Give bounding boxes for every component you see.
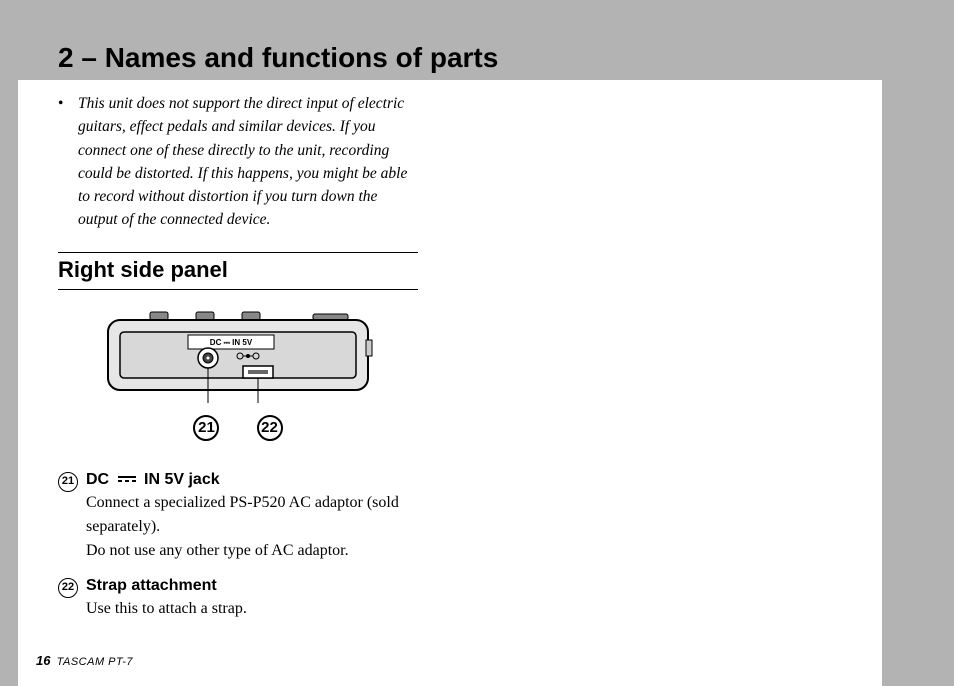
dc-symbol-icon <box>116 471 138 489</box>
device-side-svg: DC ⎓ IN 5V <box>88 310 388 405</box>
section-heading: Right side panel <box>58 252 418 290</box>
item-number: 21 <box>58 471 86 563</box>
chapter-title: 2 – Names and functions of parts <box>58 42 498 74</box>
header-band: 2 – Names and functions of parts <box>18 0 882 80</box>
dc-label: DC ⎓ IN 5V <box>210 338 253 347</box>
callout-21: 21 <box>193 415 219 441</box>
note-bullet-item: • This unit does not support the direct … <box>58 92 418 232</box>
item-title: DC IN 5V jack <box>86 471 418 489</box>
item-body: Strap attachment Use this to attach a st… <box>86 577 418 621</box>
item-list: 21 DC IN 5V jack <box>58 471 418 621</box>
item-number: 22 <box>58 577 86 621</box>
callout-22: 22 <box>257 415 283 441</box>
page-number: 16 <box>36 653 50 668</box>
manual-page: 2 – Names and functions of parts • This … <box>18 0 882 686</box>
page-footer: 16 TASCAM PT-7 <box>36 653 133 668</box>
item-desc-line: Do not use any other type of AC adaptor. <box>86 539 418 563</box>
left-column: • This unit does not support the direct … <box>18 80 458 621</box>
bullet-icon: • <box>58 92 78 232</box>
item-21: 21 DC IN 5V jack <box>58 471 418 563</box>
item-22: 22 Strap attachment Use this to attach a… <box>58 577 418 621</box>
callout-row: 21 22 <box>58 415 418 441</box>
model-name: TASCAM PT-7 <box>57 656 133 668</box>
item-body: DC IN 5V jack Connect a specialized PS-P… <box>86 471 418 563</box>
item-title: Strap attachment <box>86 577 418 595</box>
device-diagram: DC ⎓ IN 5V 21 22 <box>58 310 418 441</box>
item-desc-line: Use this to attach a strap. <box>86 597 418 621</box>
item-desc-line: Connect a specialized PS-P520 AC adaptor… <box>86 491 418 539</box>
note-text: This unit does not support the direct in… <box>78 92 418 232</box>
